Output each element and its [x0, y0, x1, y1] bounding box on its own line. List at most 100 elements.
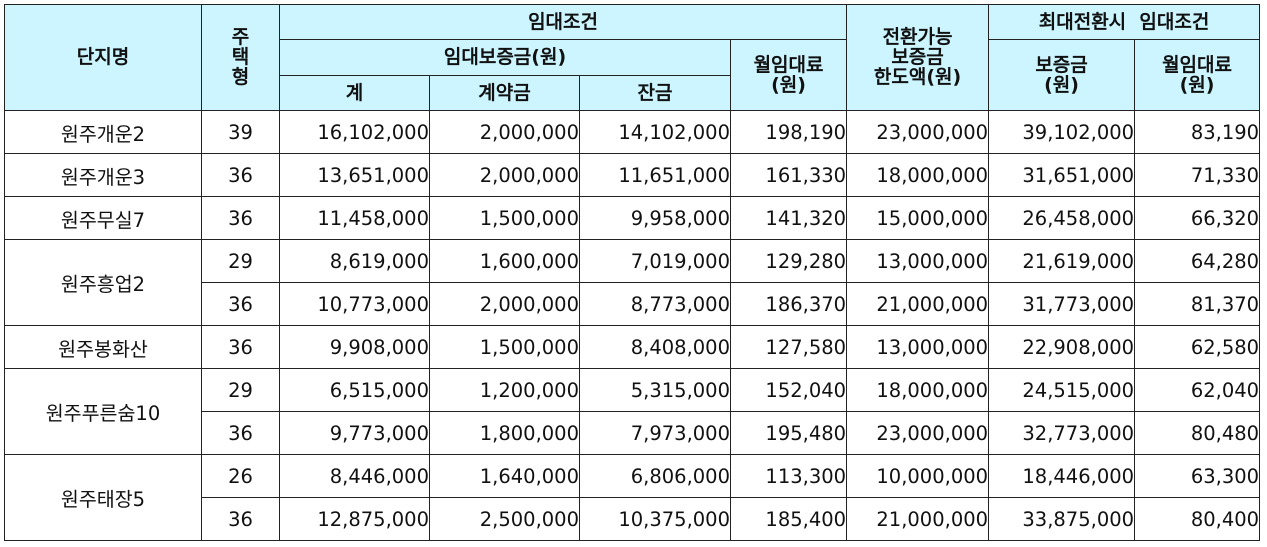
convertible-limit-cell: 21,000,000: [846, 282, 990, 326]
monthly-rent-cell: 186,370: [729, 282, 848, 326]
monthly-rent-cell: 161,330: [729, 153, 848, 197]
house-type-cell: 29: [201, 368, 280, 412]
house-type-cell: 36: [201, 153, 280, 197]
convertible-limit-cell: 10,000,000: [846, 454, 990, 498]
header-max-monthly-rent-label: 월임대료 (원): [1162, 53, 1232, 96]
deposit-total-cell: 16,102,000: [279, 110, 430, 154]
header-balance-payment: 잔금: [579, 75, 731, 111]
header-deposit-total: 계: [279, 75, 430, 111]
convertible-limit-cell: 18,000,000: [846, 368, 990, 412]
header-max-deposit-label: 보증금 (원): [1035, 53, 1088, 96]
deposit-total-cell: 9,773,000: [279, 411, 430, 455]
max-deposit-cell: 39,102,000: [988, 110, 1136, 154]
balance-payment-cell: 9,958,000: [579, 196, 731, 240]
balance-payment-cell: 7,019,000: [579, 239, 731, 283]
deposit-total-cell: 9,908,000: [279, 325, 430, 369]
house-type-cell: 39: [201, 110, 280, 154]
monthly-rent-cell: 185,400: [729, 497, 848, 541]
max-monthly-rent-cell: 71,330: [1134, 153, 1261, 197]
max-deposit-cell: 33,875,000: [988, 497, 1136, 541]
complex-name-cell: 원주흥업2: [4, 239, 202, 326]
table-row: 36 10,773,000 2,000,000 8,773,000 186,370 21,…: [5, 282, 1261, 326]
convertible-limit-cell: 23,000,000: [846, 411, 990, 455]
convertible-limit-cell: 18,000,000: [846, 153, 990, 197]
max-monthly-rent-cell: 63,300: [1134, 454, 1261, 498]
header-max-deposit: 보증금 (원): [988, 39, 1136, 111]
complex-name-cell: 원주푸른숨10: [4, 368, 202, 455]
balance-payment-cell: 10,375,000: [579, 497, 731, 541]
max-deposit-cell: 24,515,000: [988, 368, 1136, 412]
header-complex-name: 단지명: [4, 4, 202, 111]
max-deposit-cell: 18,446,000: [988, 454, 1136, 498]
monthly-rent-cell: 195,480: [729, 411, 848, 455]
max-deposit-cell: 26,458,000: [988, 196, 1136, 240]
max-monthly-rent-cell: 83,190: [1134, 110, 1261, 154]
contract-payment-cell: 2,500,000: [429, 497, 580, 541]
monthly-rent-cell: 127,580: [729, 325, 848, 369]
header-monthly-rent: 월임대료 (원): [729, 39, 848, 111]
max-deposit-cell: 31,651,000: [988, 153, 1136, 197]
house-type-cell: 36: [201, 497, 280, 541]
deposit-total-cell: 11,458,000: [279, 196, 430, 240]
contract-payment-cell: 2,000,000: [429, 110, 580, 154]
header-rent-deposit: 임대보증금(원): [279, 39, 731, 76]
table-row: 원주태장5 26 8,446,000 1,640,000 6,806,000 113,30…: [4, 454, 1261, 541]
house-type-cell: 36: [201, 411, 280, 455]
house-type-cell: 29: [201, 239, 280, 283]
house-type-cell: 36: [201, 282, 280, 326]
deposit-total-cell: 8,619,000: [279, 239, 430, 283]
contract-payment-cell: 2,000,000: [429, 282, 580, 326]
max-monthly-rent-cell: 64,280: [1134, 239, 1261, 283]
header-convertible-limit-label: 전환가능 보증금 한도액(원): [873, 26, 962, 88]
deposit-total-cell: 6,515,000: [279, 368, 430, 412]
max-monthly-rent-cell: 66,320: [1134, 196, 1261, 240]
convertible-limit-cell: 13,000,000: [846, 325, 990, 369]
table-row: 원주개운2 39 16,102,000 2,000,000 14,102,000 198,…: [4, 110, 1261, 154]
convertible-limit-cell: 15,000,000: [846, 196, 990, 240]
table-row: 원주개운3 36 13,651,000 2,000,000 11,651,000 161,…: [4, 153, 1261, 197]
balance-payment-cell: 5,315,000: [579, 368, 731, 412]
max-monthly-rent-cell: 62,040: [1134, 368, 1261, 412]
deposit-total-cell: 13,651,000: [279, 153, 430, 197]
table-row: 원주봉화산 36 9,908,000 1,500,000 8,408,000 127,58…: [4, 325, 1261, 369]
balance-payment-cell: 7,973,000: [579, 411, 731, 455]
complex-name-cell: 원주개운3: [4, 153, 202, 197]
contract-payment-cell: 1,800,000: [429, 411, 580, 455]
table-row: 원주흥업2 29 8,619,000 1,600,000 7,019,000 129,28…: [4, 239, 1261, 326]
max-deposit-cell: 32,773,000: [988, 411, 1136, 455]
complex-name-cell: 원주봉화산: [4, 325, 202, 369]
monthly-rent-cell: 141,320: [729, 196, 848, 240]
complex-name-cell: 원주무실7: [4, 196, 202, 240]
complex-name-cell: 원주개운2: [4, 110, 202, 154]
contract-payment-cell: 1,600,000: [429, 239, 580, 283]
max-monthly-rent-cell: 81,370: [1134, 282, 1261, 326]
max-deposit-cell: 22,908,000: [988, 325, 1136, 369]
contract-payment-cell: 2,000,000: [429, 153, 580, 197]
max-monthly-rent-cell: 80,400: [1134, 497, 1261, 541]
convertible-limit-cell: 13,000,000: [846, 239, 990, 283]
contract-payment-cell: 1,200,000: [429, 368, 580, 412]
header-convertible-limit: 전환가능 보증금 한도액(원): [846, 4, 990, 111]
max-deposit-cell: 31,773,000: [988, 282, 1136, 326]
convertible-limit-cell: 23,000,000: [846, 110, 990, 154]
monthly-rent-cell: 129,280: [729, 239, 848, 283]
max-deposit-cell: 21,619,000: [988, 239, 1136, 283]
header-rent-terms: 임대조건: [278, 4, 848, 40]
balance-payment-cell: 11,651,000: [579, 153, 731, 197]
deposit-total-cell: 10,773,000: [279, 282, 430, 326]
table-row: 원주무실7 36 11,458,000 1,500,000 9,958,000 141,3…: [4, 196, 1261, 240]
contract-payment-cell: 1,640,000: [429, 454, 580, 498]
contract-payment-cell: 1,500,000: [429, 325, 580, 369]
header-contract-payment: 계약금: [429, 75, 580, 111]
header-max-conversion-terms: 최대전환시 임대조건: [988, 4, 1261, 40]
convertible-limit-cell: 21,000,000: [846, 497, 990, 541]
complex-name-cell: 원주태장5: [4, 454, 202, 541]
max-monthly-rent-cell: 62,580: [1134, 325, 1261, 369]
balance-payment-cell: 6,806,000: [579, 454, 731, 498]
monthly-rent-cell: 113,300: [729, 454, 848, 498]
table-row: 36 9,773,000 1,800,000 7,973,000 195,480 23,0…: [5, 411, 1261, 455]
